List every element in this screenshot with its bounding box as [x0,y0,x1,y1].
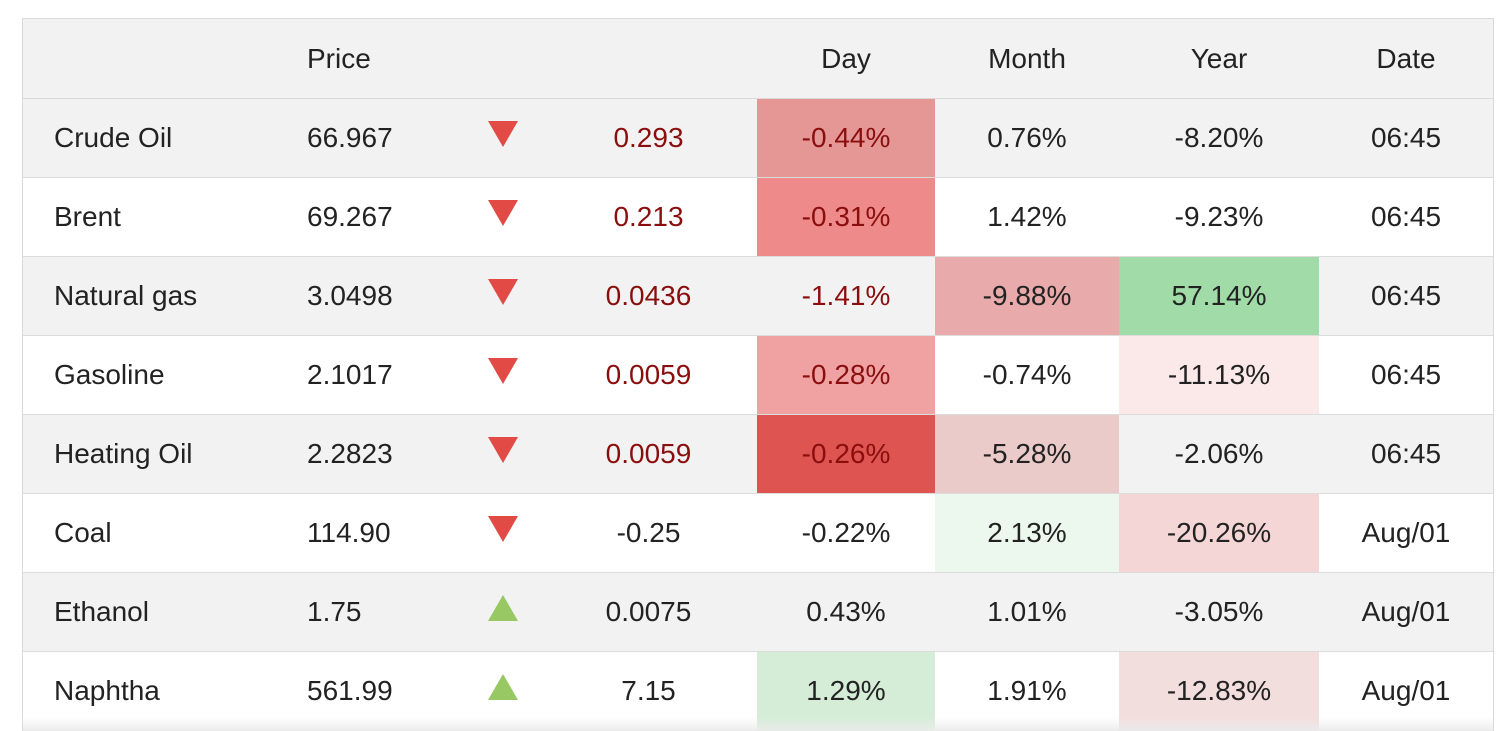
header-month[interactable]: Month [935,19,1119,99]
table-row[interactable]: Crude Oil 66.967 0.293 -0.44% 0.76% -8.20% 06:… [23,98,1493,178]
date-cell: 06:45 [1319,98,1493,178]
year-pct-cell: -20.26% [1119,493,1319,573]
commodities-table: Price Day Month Year Date Crude Oil 66.96… [23,19,1493,731]
header-name [23,19,285,99]
date-cell: 06:45 [1319,177,1493,257]
triangle-down-icon [487,278,518,305]
day-pct-cell: 0.43% [757,572,935,652]
price-cell: 2.2823 [285,414,465,494]
year-pct-cell: 57.14% [1119,256,1319,336]
price-cell: 69.267 [285,177,465,257]
header-change [540,19,757,99]
triangle-down-icon [487,436,518,463]
year-pct-cell: -8.20% [1119,98,1319,178]
year-pct-cell: -9.23% [1119,177,1319,257]
year-pct-cell: -3.05% [1119,572,1319,652]
month-pct-cell: -5.28% [935,414,1119,494]
table-row[interactable]: Gasoline 2.1017 0.0059 -0.28% -0.74% -11.13% 0… [23,335,1493,415]
table-row[interactable]: Natural gas 3.0498 0.0436 -1.41% -9.88% 57.14… [23,256,1493,336]
year-pct-cell: -11.13% [1119,335,1319,415]
triangle-up-icon [487,594,518,621]
direction-cell [465,177,540,257]
date-cell: 06:45 [1319,414,1493,494]
header-arrow [465,19,540,99]
table-row[interactable]: Heating Oil 2.2823 0.0059 -0.26% -5.28% -2.06… [23,414,1493,494]
table-header-row: Price Day Month Year Date [23,19,1493,99]
price-cell: 2.1017 [285,335,465,415]
direction-cell [465,572,540,652]
direction-cell [465,256,540,336]
table-row[interactable]: Coal 114.90 -0.25 -0.22% 2.13% -20.26% Aug/01 [23,493,1493,573]
change-cell: -0.25 [540,493,757,573]
change-cell: 0.213 [540,177,757,257]
header-date[interactable]: Date [1319,19,1493,99]
day-pct-cell: -0.26% [757,414,935,494]
commodity-name-link[interactable]: Heating Oil [23,414,285,494]
date-cell: Aug/01 [1319,493,1493,573]
commodity-name-link[interactable]: Ethanol [23,572,285,652]
header-price[interactable]: Price [285,19,465,99]
change-cell: 0.293 [540,98,757,178]
change-cell: 0.0059 [540,335,757,415]
commodity-name-link[interactable]: Crude Oil [23,98,285,178]
commodities-table-container: Price Day Month Year Date Crude Oil 66.96… [22,18,1494,731]
month-pct-cell: -9.88% [935,256,1119,336]
date-cell: 06:45 [1319,335,1493,415]
commodity-name-link[interactable]: Gasoline [23,335,285,415]
day-pct-cell: -1.41% [757,256,935,336]
commodity-name-link[interactable]: Natural gas [23,256,285,336]
price-cell: 114.90 [285,493,465,573]
month-pct-cell: 0.76% [935,98,1119,178]
change-cell: 0.0436 [540,256,757,336]
day-pct-cell: -0.22% [757,493,935,573]
month-pct-cell: -0.74% [935,335,1119,415]
commodity-name-link[interactable]: Brent [23,177,285,257]
direction-cell [465,414,540,494]
price-cell: 3.0498 [285,256,465,336]
year-pct-cell: -2.06% [1119,414,1319,494]
price-cell: 1.75 [285,572,465,652]
header-day[interactable]: Day [757,19,935,99]
day-pct-cell: -0.31% [757,177,935,257]
table-row[interactable]: Brent 69.267 0.213 -0.31% 1.42% -9.23% 06:45 [23,177,1493,257]
month-pct-cell: 2.13% [935,493,1119,573]
triangle-up-icon [487,673,518,700]
triangle-down-icon [487,515,518,542]
triangle-down-icon [487,120,518,147]
price-cell: 66.967 [285,98,465,178]
bottom-fade [23,717,1493,731]
date-cell: 06:45 [1319,256,1493,336]
change-cell: 0.0059 [540,414,757,494]
triangle-down-icon [487,199,518,226]
commodity-name-link[interactable]: Coal [23,493,285,573]
direction-cell [465,98,540,178]
month-pct-cell: 1.01% [935,572,1119,652]
triangle-down-icon [487,357,518,384]
table-row[interactable]: Ethanol 1.75 0.0075 0.43% 1.01% -3.05% Aug/01 [23,572,1493,652]
day-pct-cell: -0.44% [757,98,935,178]
day-pct-cell: -0.28% [757,335,935,415]
direction-cell [465,493,540,573]
header-year[interactable]: Year [1119,19,1319,99]
change-cell: 0.0075 [540,572,757,652]
month-pct-cell: 1.42% [935,177,1119,257]
date-cell: Aug/01 [1319,572,1493,652]
direction-cell [465,335,540,415]
